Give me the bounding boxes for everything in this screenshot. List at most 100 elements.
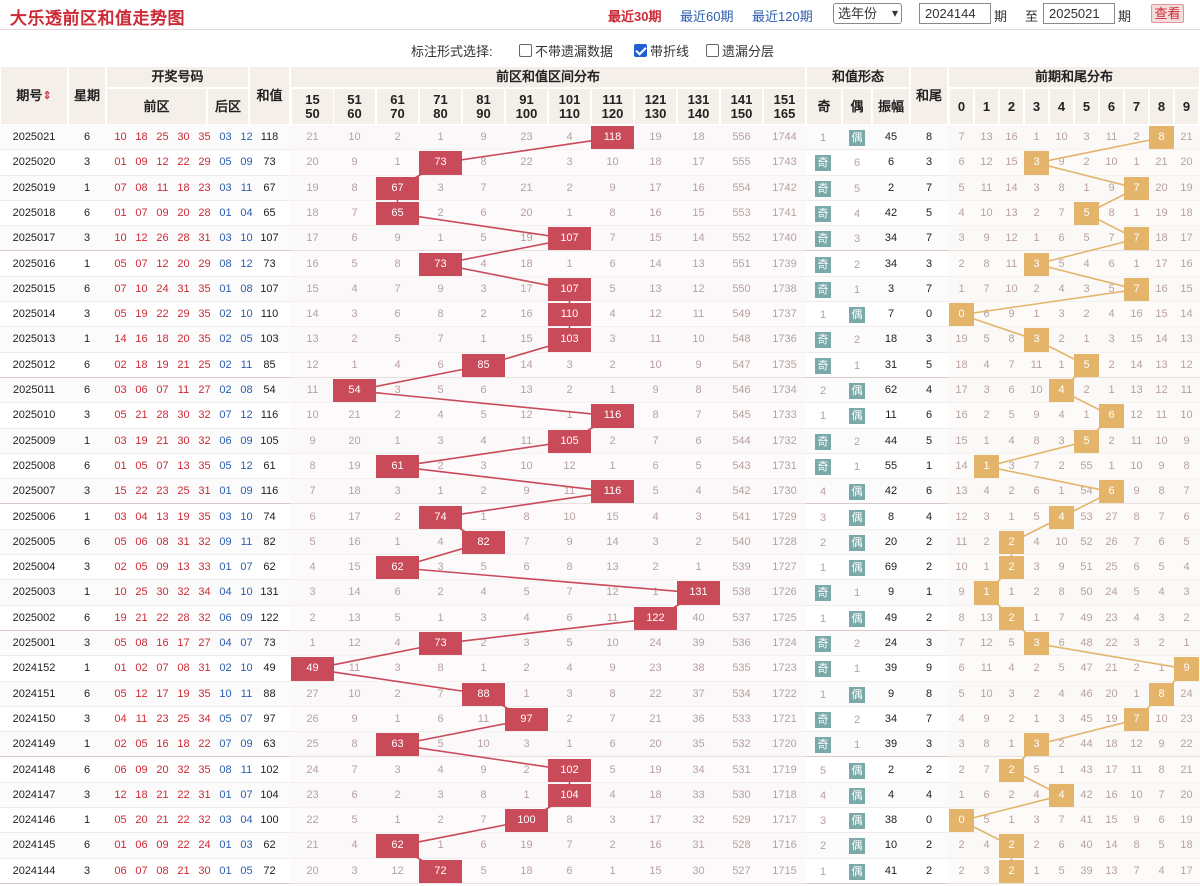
tail-hit: 4 bbox=[1049, 379, 1074, 403]
odd-cell: 1 bbox=[819, 410, 827, 423]
recent-120-link[interactable]: 最近120期 bbox=[752, 9, 813, 24]
odd-cell: 奇 bbox=[815, 636, 831, 652]
tail-omission: 1 bbox=[1058, 485, 1065, 498]
to-issue-input[interactable]: 2025021 bbox=[1043, 3, 1115, 24]
omission-cell: 545 bbox=[732, 409, 751, 422]
omission-cell: 4 bbox=[394, 637, 401, 649]
tail-omission: 19 bbox=[1180, 814, 1193, 827]
omission-cell: 6 bbox=[566, 611, 573, 624]
front-ball: 30 bbox=[177, 131, 190, 143]
omission-cell: 14 bbox=[606, 535, 619, 548]
range-high: 130 bbox=[644, 105, 667, 121]
omission-cell: 3 bbox=[309, 586, 316, 599]
omission-cell: 6 bbox=[609, 738, 616, 751]
omission-cell: 1 bbox=[394, 712, 401, 725]
omission-cell: 1731 bbox=[772, 459, 797, 472]
omission-cell: 3 bbox=[566, 156, 573, 169]
omission-cell: 1735 bbox=[772, 358, 797, 371]
omission-cell: 14 bbox=[520, 358, 533, 371]
front-ball: 20 bbox=[177, 257, 190, 270]
amp-cell: 34 bbox=[884, 712, 898, 725]
omission-cell: 546 bbox=[732, 384, 751, 396]
omission-cell: 1 bbox=[609, 384, 616, 396]
tail-omission: 20 bbox=[1180, 156, 1193, 169]
tail-omission: 10 bbox=[1155, 434, 1168, 447]
option-with-line[interactable]: 带折线 bbox=[634, 41, 689, 60]
tail-omission: 1 bbox=[1133, 257, 1140, 270]
checkbox-icon[interactable] bbox=[706, 44, 719, 57]
recent-60-link[interactable]: 最近60期 bbox=[680, 9, 734, 24]
tail-omission: 4 bbox=[983, 358, 990, 371]
col-odd: 奇 bbox=[806, 88, 842, 125]
omission-cell: 10 bbox=[606, 637, 619, 649]
tail-omission: 13 bbox=[980, 611, 993, 624]
tail-hit: 3 bbox=[1024, 328, 1049, 352]
tail-omission: 1 bbox=[958, 282, 965, 295]
tail-cell: 6 bbox=[925, 409, 933, 422]
omission-cell: 2 bbox=[695, 535, 702, 548]
query-button[interactable]: 查看 bbox=[1151, 4, 1184, 23]
omission-cell: 3 bbox=[480, 611, 487, 624]
checkbox-checked-icon[interactable] bbox=[634, 44, 647, 57]
omission-cell: 3 bbox=[523, 637, 530, 649]
odd-cell: 1 bbox=[819, 562, 827, 575]
sort-icon[interactable]: ⇕ bbox=[42, 89, 52, 102]
tail-omission: 6 bbox=[983, 308, 990, 321]
recent-30-link[interactable]: 最近30期 bbox=[608, 9, 662, 24]
tail-omission: 2 bbox=[958, 257, 965, 270]
range-header: 111 120 bbox=[591, 88, 634, 125]
tail-omission: 2 bbox=[1083, 156, 1090, 169]
tail-omission: 1 bbox=[1133, 156, 1140, 169]
trend-table: 期号 ⇕ 星期 开奖号码 前区 后区 和值 前区和值区间分布 15 50 51 60 61 70 71 80 8… bbox=[0, 66, 1200, 886]
sum-cell: 82 bbox=[263, 535, 276, 548]
option-no-omission[interactable]: 不带遗漏数据 bbox=[519, 41, 613, 60]
omission-cell: 2 bbox=[652, 561, 659, 574]
omission-cell: 17 bbox=[692, 156, 705, 169]
amp-cell: 11 bbox=[885, 409, 897, 422]
front-ball: 21 bbox=[177, 864, 190, 877]
tail-omission: 2 bbox=[1133, 131, 1140, 143]
omission-cell: 23 bbox=[520, 131, 533, 143]
range-header: 91 100 bbox=[505, 88, 548, 125]
issue-cell: 2025013 bbox=[12, 333, 56, 346]
chevron-down-icon: ▾ bbox=[891, 6, 898, 20]
issue-cell: 2025018 bbox=[12, 206, 56, 219]
tail-omission: 2 bbox=[1033, 586, 1040, 599]
omission-cell: 6 bbox=[652, 459, 659, 472]
tail-omission: 51 bbox=[1080, 561, 1093, 574]
tail-omission: 3 bbox=[983, 864, 990, 877]
omission-cell: 25 bbox=[306, 738, 319, 751]
omission-cell: 31 bbox=[692, 839, 705, 852]
from-issue-input[interactable]: 2024144 bbox=[919, 3, 991, 24]
tail-omission: 4 bbox=[1183, 561, 1190, 574]
omission-cell: 2 bbox=[609, 839, 616, 852]
tail-omission: 21 bbox=[1180, 131, 1193, 143]
even-cell: 偶 bbox=[849, 484, 865, 501]
tail-cell: 4 bbox=[925, 384, 933, 396]
tail-cell: 9 bbox=[925, 662, 933, 675]
back-ball: 10 bbox=[240, 586, 253, 599]
front-ball: 22 bbox=[177, 839, 190, 852]
omission-cell: 1 bbox=[437, 232, 444, 245]
tail-cell: 2 bbox=[925, 561, 933, 574]
back-ball: 07 bbox=[240, 561, 253, 574]
omission-cell: 5 bbox=[652, 485, 659, 498]
back-ball: 01 bbox=[219, 864, 232, 877]
tail-cell: 3 bbox=[925, 333, 933, 346]
tail-omission: 9 bbox=[1008, 308, 1015, 321]
range-high: 60 bbox=[347, 105, 362, 121]
year-select[interactable]: 选年份 ▾ bbox=[833, 3, 902, 24]
odd-cell: 4 bbox=[819, 789, 827, 802]
omission-cell: 21 bbox=[306, 131, 319, 143]
front-ball: 05 bbox=[114, 257, 127, 270]
option-omission-layer[interactable]: 遗漏分层 bbox=[706, 41, 774, 60]
tail-cell: 7 bbox=[925, 282, 933, 295]
tail-omission: 8 bbox=[1133, 839, 1140, 852]
tail-omission: 8 bbox=[1058, 586, 1065, 599]
tail-omission: 16 bbox=[1005, 131, 1018, 143]
even-cell: 偶 bbox=[849, 560, 865, 577]
front-ball: 21 bbox=[135, 409, 148, 422]
tail-hit: 2 bbox=[999, 556, 1024, 580]
tail-omission: 4 bbox=[983, 485, 990, 498]
checkbox-icon[interactable] bbox=[519, 44, 532, 57]
